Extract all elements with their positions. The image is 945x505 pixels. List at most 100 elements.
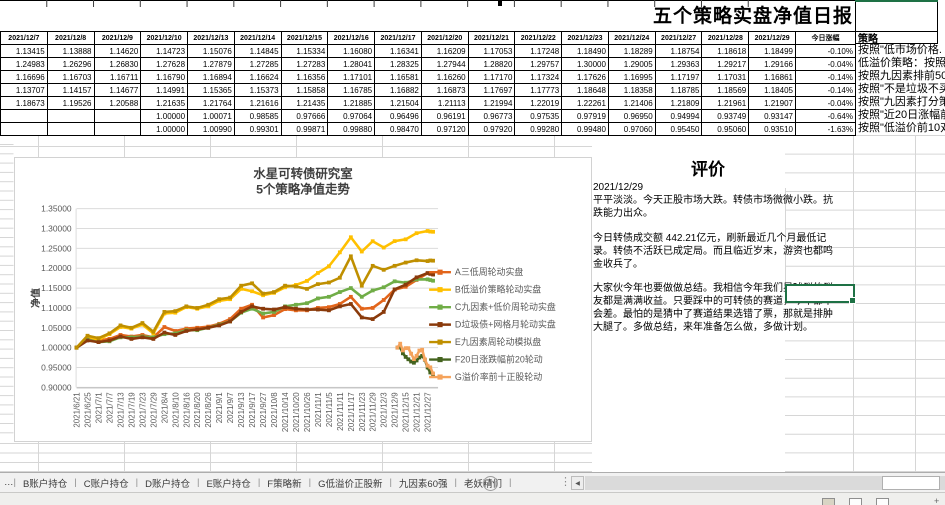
table-cell[interactable]: 1.18785	[655, 84, 703, 97]
table-cell[interactable]: 1.24983	[1, 58, 48, 71]
table-cell[interactable]: 1.27628	[141, 58, 189, 71]
date-column-header[interactable]: 2021/12/17	[375, 32, 422, 45]
table-cell[interactable]: 1.16882	[375, 84, 422, 97]
table-cell[interactable]: 1.16080	[328, 45, 376, 58]
table-cell[interactable]: 1.16873	[421, 84, 469, 97]
sheet-tab[interactable]: 老妖精们	[463, 478, 502, 490]
strategy-cell[interactable]: 按照"九因素打分策	[858, 96, 945, 108]
table-cell[interactable]: 1.16711	[94, 71, 142, 84]
table-cell[interactable]: 1.26830	[94, 58, 142, 71]
table-cell[interactable]	[47, 123, 95, 136]
table-cell[interactable]: 1.00990	[188, 123, 235, 136]
date-column-header[interactable]: 2021/12/9	[94, 32, 142, 45]
table-cell[interactable]: 1.21764	[188, 97, 235, 110]
table-cell[interactable]: 1.16581	[375, 71, 422, 84]
table-cell[interactable]: 1.14620	[94, 45, 142, 58]
table-cell[interactable]: 1.21994	[468, 97, 516, 110]
date-column-header[interactable]: 2021/12/16	[328, 32, 376, 45]
table-cell[interactable]: 1.16696	[1, 71, 48, 84]
date-column-header[interactable]: 2021/12/7	[1, 32, 48, 45]
table-cell[interactable]: 1.17626	[562, 71, 609, 84]
table-cell[interactable]: 1.16785	[328, 84, 376, 97]
table-cell[interactable]: 0.99871	[281, 123, 329, 136]
normal-view-icon[interactable]	[822, 498, 835, 505]
table-cell[interactable]: 1.16703	[47, 71, 95, 84]
table-cell[interactable]: 1.21406	[608, 97, 656, 110]
table-cell[interactable]: 0.96496	[375, 110, 422, 123]
table-cell[interactable]: 1.27944	[421, 58, 469, 71]
table-cell[interactable]: 0.94994	[655, 110, 703, 123]
table-cell[interactable]: 1.21885	[328, 97, 376, 110]
date-column-header[interactable]: 2021/12/15	[281, 32, 329, 45]
table-cell[interactable]	[94, 123, 142, 136]
add-sheet-button[interactable]: +	[483, 476, 498, 491]
sheet-tab[interactable]: B账户持仓	[22, 478, 68, 490]
strategy-cell[interactable]: 按照"不是垃圾不买	[858, 83, 945, 95]
change-cell[interactable]: -1.63%	[796, 123, 856, 136]
strategy-column-header[interactable]: 策略	[855, 31, 938, 45]
table-cell[interactable]: 1.13888	[47, 45, 95, 58]
table-cell[interactable]: 1.29005	[608, 58, 656, 71]
scroll-left-arrow-icon[interactable]: ◀	[571, 476, 584, 490]
table-cell[interactable]: 1.28325	[375, 58, 422, 71]
table-cell[interactable]: 1.00071	[188, 110, 235, 123]
sheet-tab[interactable]: D账户持仓	[145, 478, 190, 490]
table-cell[interactable]: 1.15365	[188, 84, 235, 97]
table-cell[interactable]: 1.29757	[515, 58, 563, 71]
table-cell[interactable]: 1.14723	[141, 45, 189, 58]
table-cell[interactable]: 1.18289	[608, 45, 656, 58]
fill-handle[interactable]	[849, 297, 856, 304]
strategy-cell[interactable]: 按照"低溢价前10对	[858, 122, 945, 134]
table-cell[interactable]: 1.21961	[702, 97, 750, 110]
table-cell[interactable]: 1.16624	[234, 71, 282, 84]
table-cell[interactable]: 1.18569	[702, 84, 750, 97]
table-cell[interactable]: 1.13415	[1, 45, 48, 58]
date-column-header[interactable]: 2021/12/28	[702, 32, 750, 45]
table-cell[interactable]: 1.29217	[702, 58, 750, 71]
table-cell[interactable]: 1.16341	[375, 45, 422, 58]
table-cell[interactable]: 1.16894	[188, 71, 235, 84]
table-cell[interactable]: 1.17053	[468, 45, 516, 58]
table-cell[interactable]: 1.22019	[515, 97, 563, 110]
table-cell[interactable]: 0.97920	[468, 123, 516, 136]
date-column-header[interactable]: 2021/12/22	[515, 32, 563, 45]
change-cell[interactable]: -0.14%	[796, 84, 856, 97]
table-cell[interactable]: 1.20588	[94, 97, 142, 110]
change-cell[interactable]: -0.14%	[796, 71, 856, 84]
date-column-header[interactable]: 2021/12/29	[749, 32, 796, 45]
table-cell[interactable]: 1.16995	[608, 71, 656, 84]
page-break-preview-icon[interactable]	[876, 498, 889, 505]
table-cell[interactable]: 1.16861	[749, 71, 796, 84]
strategy-cell[interactable]: 按照九因素排前50	[858, 70, 945, 82]
strategy-cell[interactable]: 低溢价策略：按照	[858, 57, 945, 69]
table-cell[interactable]: 0.99480	[562, 123, 609, 136]
table-cell[interactable]: 1.17324	[515, 71, 563, 84]
date-column-header[interactable]: 2021/12/20	[421, 32, 469, 45]
table-cell[interactable]: 1.27283	[281, 58, 329, 71]
table-cell[interactable]: 1.21635	[141, 97, 189, 110]
table-cell[interactable]: 1.17031	[702, 71, 750, 84]
change-cell[interactable]: -0.04%	[796, 97, 856, 110]
table-cell[interactable]: 1.13707	[1, 84, 48, 97]
table-cell[interactable]: 1.28820	[468, 58, 516, 71]
table-cell[interactable]: 1.00000	[141, 123, 189, 136]
table-cell[interactable]: 1.19526	[47, 97, 95, 110]
table-cell[interactable]: 0.97919	[562, 110, 609, 123]
table-cell[interactable]: 1.16260	[421, 71, 469, 84]
table-cell[interactable]: 1.15858	[281, 84, 329, 97]
table-cell[interactable]: 0.93147	[749, 110, 796, 123]
date-column-header[interactable]: 2021/12/21	[468, 32, 516, 45]
table-cell[interactable]: 1.29363	[655, 58, 703, 71]
strategy-cell[interactable]: 按照"低市场价格.	[858, 44, 942, 56]
table-cell[interactable]	[1, 110, 48, 123]
table-cell[interactable]: 1.14991	[141, 84, 189, 97]
change-cell[interactable]: -0.04%	[796, 58, 856, 71]
table-cell[interactable]: 0.96950	[608, 110, 656, 123]
table-cell[interactable]: 0.97120	[421, 123, 469, 136]
table-cell[interactable]: 0.96191	[421, 110, 469, 123]
table-cell[interactable]: 1.26296	[47, 58, 95, 71]
table-cell[interactable]: 1.17697	[468, 84, 516, 97]
sheet-tab[interactable]: E账户持仓	[206, 478, 251, 490]
table-cell[interactable]: 1.18648	[562, 84, 609, 97]
date-column-header[interactable]: 2021/12/23	[562, 32, 609, 45]
